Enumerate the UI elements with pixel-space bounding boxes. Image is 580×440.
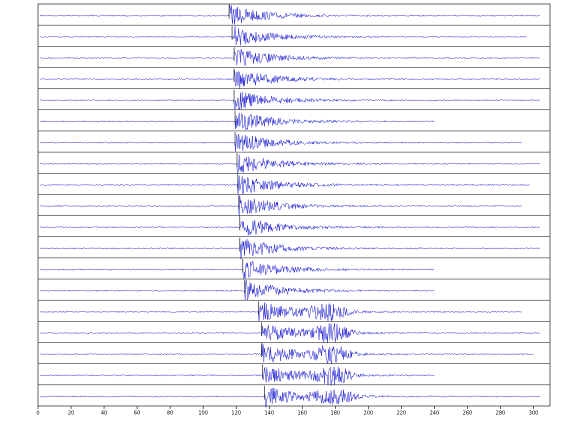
waveform — [39, 112, 435, 131]
x-tick-label: 160 — [297, 411, 307, 417]
waveform — [39, 387, 540, 408]
x-tick-label: 0 — [36, 411, 39, 417]
x-tick-label: 300 — [529, 411, 539, 417]
x-tick-label: 120 — [231, 411, 241, 417]
waveform — [39, 279, 435, 301]
waveform — [39, 133, 522, 152]
x-tick-label: 260 — [463, 411, 473, 417]
waveform — [39, 48, 540, 66]
x-tick-label: 100 — [198, 411, 208, 417]
x-tick-label: 140 — [264, 411, 274, 417]
waveform — [39, 302, 522, 322]
waveform — [39, 154, 540, 175]
waveform — [39, 175, 530, 195]
x-tick-label: 80 — [167, 411, 173, 417]
waveform — [39, 26, 527, 46]
x-tick-label: 180 — [331, 411, 341, 417]
waveform — [39, 343, 534, 365]
x-tick-label: 20 — [68, 411, 74, 417]
x-tick-label: 40 — [101, 411, 107, 417]
waveform — [39, 219, 540, 236]
waveform — [39, 239, 540, 260]
waveform — [39, 323, 540, 344]
waveform — [39, 260, 435, 280]
x-tick-label: 280 — [496, 411, 506, 417]
waveform — [39, 366, 435, 386]
waveform — [39, 4, 540, 25]
x-tick-label: 200 — [364, 411, 374, 417]
x-tick-label: 240 — [430, 411, 440, 417]
waveform — [39, 195, 522, 217]
x-tick-label: 220 — [397, 411, 407, 417]
waveform — [39, 91, 540, 110]
x-tick-label: 60 — [134, 411, 140, 417]
plot-frame — [37, 3, 551, 407]
waveform — [39, 70, 540, 89]
